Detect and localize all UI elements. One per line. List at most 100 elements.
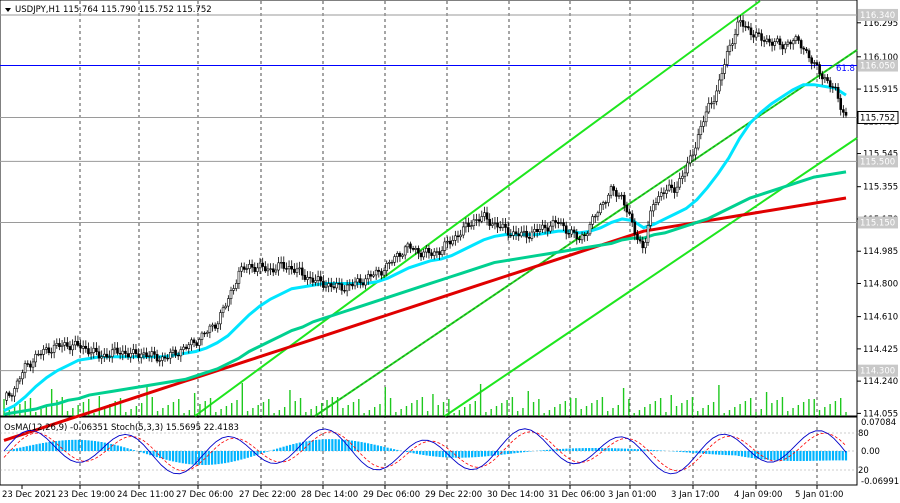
candle-body xyxy=(213,324,217,329)
time-tick-label: 23 Dec 19:00 xyxy=(58,490,115,500)
candle-body xyxy=(836,86,840,99)
price-tick-label: 116.100 xyxy=(863,53,898,63)
candle-body xyxy=(369,274,373,277)
candle-body xyxy=(828,80,832,88)
level-tag-label: 116.340 xyxy=(860,11,895,21)
candle-body xyxy=(388,262,391,264)
candle-body xyxy=(586,233,589,237)
candle-body xyxy=(783,43,787,50)
candle-body xyxy=(567,233,571,235)
candle-body xyxy=(142,352,146,355)
candle-body xyxy=(184,346,188,349)
candle-body xyxy=(691,154,695,157)
candle-body xyxy=(646,225,650,243)
candle-body xyxy=(113,347,117,351)
candle-body xyxy=(73,341,77,346)
candle-body xyxy=(359,278,362,284)
candle-body xyxy=(622,194,626,206)
candle-body xyxy=(277,262,280,271)
price-axis: 116.295116.100115.915115.730115.545115.3… xyxy=(857,8,899,419)
candle-body xyxy=(461,226,465,236)
stoch-scale-label: 80 xyxy=(858,429,869,439)
candle-body xyxy=(124,350,127,354)
level-tag xyxy=(857,110,899,124)
candle-body xyxy=(702,121,705,127)
candle-body xyxy=(89,352,93,355)
candle-body xyxy=(636,233,639,240)
candle-body xyxy=(364,278,367,286)
candle-body xyxy=(665,189,668,194)
candle-body xyxy=(797,36,800,41)
candle-body xyxy=(662,192,666,194)
candle-body xyxy=(163,356,167,359)
candle-body xyxy=(419,252,423,258)
candle-body xyxy=(725,51,729,65)
candle-body xyxy=(147,355,151,358)
candle-body xyxy=(190,339,193,346)
candle-body xyxy=(741,20,745,27)
candle-body xyxy=(66,342,69,347)
candle-body xyxy=(778,38,782,45)
candle-body xyxy=(712,101,716,104)
candle-body xyxy=(535,229,539,233)
time-tick-label: 29 Dec 22:00 xyxy=(425,490,482,500)
candle-body xyxy=(377,269,381,272)
candle-body xyxy=(95,347,98,353)
time-tick-label: 30 Dec 14:00 xyxy=(487,490,544,500)
candle-body xyxy=(44,347,48,350)
candle-body xyxy=(132,349,135,354)
candle-body xyxy=(469,225,473,227)
candle-body xyxy=(749,27,753,36)
price-tick-label: 116.295 xyxy=(863,19,898,29)
level-tag xyxy=(858,8,898,21)
candle-body xyxy=(430,252,433,256)
candle-body xyxy=(380,271,383,276)
candle-body xyxy=(211,324,214,327)
candle-body xyxy=(329,283,333,288)
candle-body xyxy=(607,194,610,203)
candle-body xyxy=(261,262,264,267)
candle-body xyxy=(398,253,402,257)
candle-body xyxy=(18,378,22,382)
candle-body xyxy=(52,344,56,353)
time-tick-label: 3 Jan 17:00 xyxy=(671,490,719,500)
price-tick-label: 115.915 xyxy=(863,85,898,95)
candle-body xyxy=(382,270,386,276)
candle-body xyxy=(37,353,40,356)
candle-body xyxy=(92,347,96,353)
candle-body xyxy=(240,266,243,272)
indicator-window: 0.07084 0.00 -0.06991 80 20 xyxy=(0,418,899,487)
candle-body xyxy=(438,251,441,255)
stoch-signal-line xyxy=(3,431,847,472)
candle-body xyxy=(464,222,468,228)
candle-body xyxy=(451,240,455,245)
candle-body xyxy=(42,349,45,355)
price-tick-label: 114.055 xyxy=(863,409,898,419)
candle-body xyxy=(625,204,629,213)
candle-body xyxy=(754,32,758,38)
time-axis: 23 Dec 2021 23 Dec 19:00 24 Dec 11:00 27 De… xyxy=(2,485,843,500)
price-tick-label: 114.240 xyxy=(863,377,898,387)
ema-mid-line xyxy=(3,170,847,416)
candle-body xyxy=(406,243,410,248)
time-tick-label: 29 Dec 06:00 xyxy=(363,490,420,500)
candle-body xyxy=(826,77,829,81)
candle-body xyxy=(593,215,597,218)
candle-body xyxy=(340,283,344,291)
candle-body xyxy=(483,212,486,217)
candle-body xyxy=(97,351,101,359)
candle-body xyxy=(670,184,674,189)
candle-body xyxy=(556,221,560,224)
candle-body xyxy=(644,241,647,249)
candle-body xyxy=(760,33,763,41)
candle-body xyxy=(612,186,616,191)
candle-body xyxy=(678,178,682,188)
candle-body xyxy=(617,195,621,197)
candle-body xyxy=(446,240,449,243)
candle-body xyxy=(440,250,444,255)
candle-body xyxy=(182,346,185,350)
candle-body xyxy=(372,274,375,277)
candle-body xyxy=(844,112,848,116)
level-tag-label: 116.050 xyxy=(860,62,895,72)
candle-body xyxy=(118,353,122,355)
